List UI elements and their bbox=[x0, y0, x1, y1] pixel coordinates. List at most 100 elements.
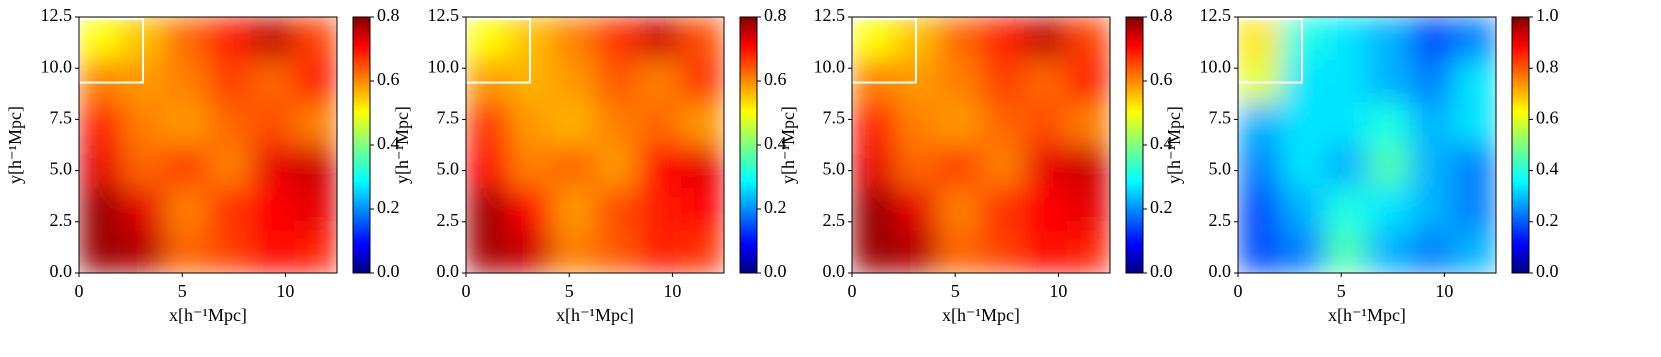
heatmap-cell bbox=[638, 102, 682, 146]
heatmap-cell bbox=[1281, 102, 1325, 146]
heatmap-cell bbox=[1324, 230, 1368, 273]
heatmap-cell bbox=[294, 187, 337, 231]
y-tick-label: 10.0 bbox=[428, 56, 460, 76]
heatmap-cell bbox=[595, 102, 639, 146]
x-axis-label: x[h⁻¹Mpc] bbox=[169, 305, 247, 325]
heatmap-cell bbox=[466, 145, 510, 189]
heatmap-cell bbox=[509, 187, 553, 231]
heatmap-field bbox=[466, 17, 724, 273]
heatmap-cell bbox=[1324, 102, 1368, 146]
plot-frame bbox=[1237, 16, 1497, 274]
y-tick-label: 2.5 bbox=[50, 210, 73, 230]
colorbar-tick-label: 0.4 bbox=[377, 133, 400, 153]
heatmap-cell bbox=[1238, 187, 1282, 231]
x-tick-label: 10 bbox=[663, 281, 681, 301]
heatmap-cell bbox=[1367, 230, 1411, 273]
x-tick-label: 10 bbox=[1049, 281, 1067, 301]
heatmap-cell bbox=[165, 230, 209, 273]
y-tick-label: 0.0 bbox=[823, 261, 846, 281]
heatmap-cell bbox=[1410, 102, 1454, 146]
heatmap-cell bbox=[251, 230, 295, 273]
colorbar-tick-label: 0.6 bbox=[377, 69, 400, 89]
y-tick-label: 0.0 bbox=[50, 261, 73, 281]
heatmap-cell bbox=[251, 59, 295, 103]
plot-frame bbox=[465, 16, 725, 274]
heatmap-cell bbox=[165, 17, 209, 61]
y-tick-label: 5.0 bbox=[823, 159, 846, 179]
heatmap-cell bbox=[1281, 145, 1325, 189]
colorbar bbox=[739, 16, 758, 274]
heatmap-cell bbox=[1367, 17, 1411, 61]
colorbar bbox=[1125, 16, 1144, 274]
x-tick-label: 0 bbox=[75, 281, 84, 301]
x-axis-label: x[h⁻¹Mpc] bbox=[942, 305, 1020, 325]
heatmap-cell bbox=[938, 187, 982, 231]
x-axis-label: x[h⁻¹Mpc] bbox=[556, 305, 634, 325]
y-axis-label: y[h⁻¹Mpc] bbox=[778, 106, 798, 184]
heatmap-cell bbox=[294, 102, 337, 146]
y-tick-label: 0.0 bbox=[437, 261, 460, 281]
heatmap-cell bbox=[294, 59, 337, 103]
x-tick-label: 10 bbox=[1435, 281, 1453, 301]
heatmap-cell bbox=[1453, 145, 1496, 189]
colorbar-tick-label: 0.6 bbox=[1536, 108, 1559, 128]
heatmap-cell bbox=[1238, 230, 1282, 273]
heatmap-cell bbox=[681, 187, 724, 231]
y-tick-label: 12.5 bbox=[428, 5, 460, 25]
heatmap-cell bbox=[1281, 230, 1325, 273]
x-tick-label: 5 bbox=[951, 281, 960, 301]
y-tick-label: 2.5 bbox=[823, 210, 846, 230]
heatmap bbox=[1238, 17, 1496, 273]
heatmap-cell bbox=[681, 102, 724, 146]
heatmap-cell bbox=[981, 59, 1025, 103]
heatmap-cell bbox=[681, 145, 724, 189]
heatmap-cell bbox=[552, 59, 596, 103]
heatmap-cell bbox=[681, 17, 724, 61]
heatmap-cell bbox=[1324, 17, 1368, 61]
heatmap-cell bbox=[1024, 187, 1068, 231]
y-tick-label: 2.5 bbox=[437, 210, 460, 230]
heatmap-cell bbox=[981, 187, 1025, 231]
heatmap-cell bbox=[1410, 59, 1454, 103]
heatmap-cell bbox=[294, 230, 337, 273]
y-tick-label: 10.0 bbox=[1200, 56, 1232, 76]
heatmap-cell bbox=[1324, 187, 1368, 231]
heatmap-cell bbox=[852, 17, 896, 61]
heatmap-cell bbox=[122, 187, 166, 231]
heatmap-cell bbox=[79, 17, 123, 61]
heatmap-cell bbox=[895, 230, 939, 273]
y-axis-label: y[h⁻¹Mpc] bbox=[5, 106, 25, 184]
y-tick-label: 10.0 bbox=[814, 56, 846, 76]
x-tick-label: 0 bbox=[462, 281, 471, 301]
heatmap-cell bbox=[294, 145, 337, 189]
heatmap-cell bbox=[122, 230, 166, 273]
heatmap-cell bbox=[509, 145, 553, 189]
y-tick-label: 7.5 bbox=[1209, 108, 1232, 128]
heatmap-cell bbox=[208, 102, 252, 146]
heatmap-cell bbox=[852, 187, 896, 231]
y-tick-label: 5.0 bbox=[437, 159, 460, 179]
heatmap-cell bbox=[79, 187, 123, 231]
heatmap-cell bbox=[1410, 187, 1454, 231]
heatmap-cell bbox=[1281, 187, 1325, 231]
x-tick-label: 0 bbox=[848, 281, 857, 301]
heatmap-cell bbox=[466, 102, 510, 146]
colorbar-tick-label: 0.2 bbox=[764, 197, 787, 217]
colorbar-tick-label: 0.2 bbox=[1536, 210, 1559, 230]
heatmap-cell bbox=[1367, 145, 1411, 189]
colorbar-tick-label: 0.6 bbox=[1150, 69, 1173, 89]
y-tick-label: 12.5 bbox=[814, 5, 846, 25]
heatmap-cell bbox=[122, 145, 166, 189]
heatmap-cell bbox=[1067, 145, 1110, 189]
heatmap-cell bbox=[1367, 59, 1411, 103]
highlight-box bbox=[79, 18, 144, 84]
colorbar-tick-label: 1.0 bbox=[1536, 5, 1559, 25]
colorbar-tick-label: 0.0 bbox=[1150, 261, 1173, 281]
y-tick-label: 12.5 bbox=[41, 5, 73, 25]
y-axis-label: y[h⁻¹Mpc] bbox=[392, 106, 412, 184]
heatmap-cell bbox=[895, 187, 939, 231]
heatmap-cell bbox=[681, 230, 724, 273]
highlight-box bbox=[852, 18, 917, 84]
heatmap-cell bbox=[852, 145, 896, 189]
